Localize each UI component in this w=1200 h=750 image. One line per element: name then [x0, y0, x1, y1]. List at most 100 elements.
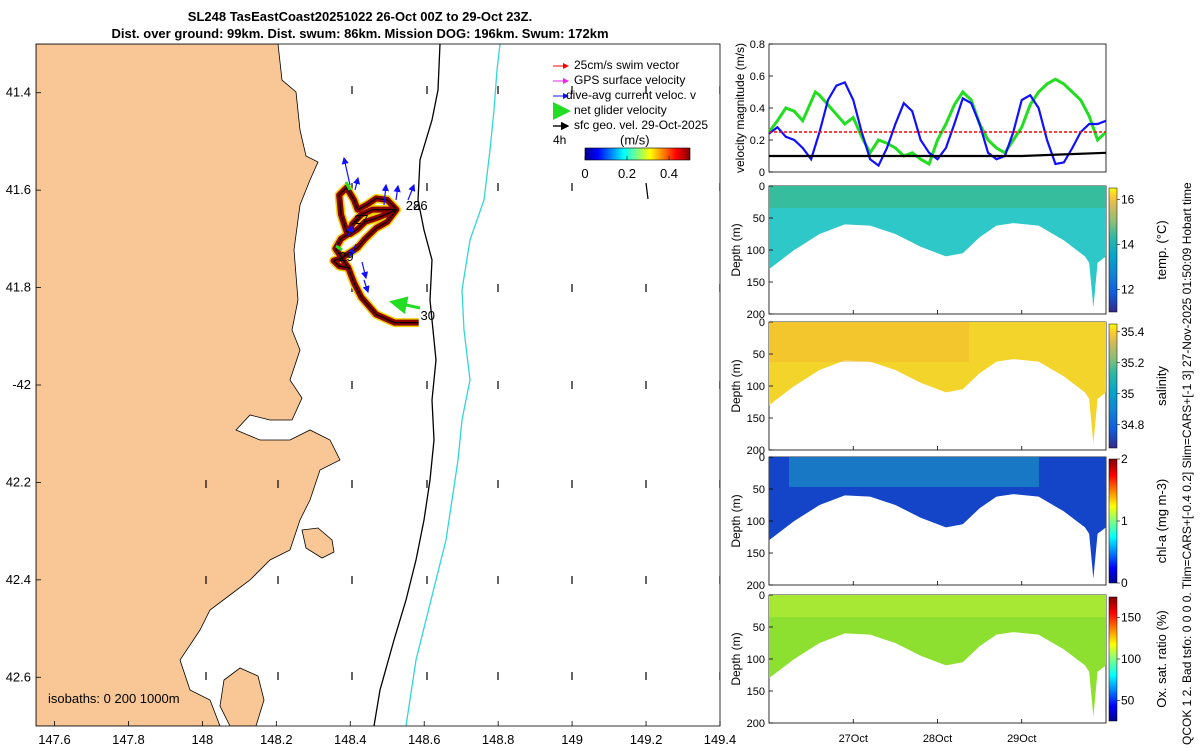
section-x-tick-label: 27Oct	[839, 733, 868, 745]
map-x-tick-label: 147.6	[38, 732, 71, 747]
side-info-label: QCOK 1 2. Bad tsfo: 0 0 0 0. Tlim=CARS+[…	[1180, 182, 1194, 745]
map-y-tick-label: 41.6	[6, 182, 31, 197]
section-colorbar-tick-label: 35.2	[1121, 356, 1145, 370]
day-label: 29	[339, 249, 353, 264]
section-y-tick-label: 50	[753, 349, 765, 361]
section-colorbar-tick-label: 150	[1121, 611, 1141, 625]
section-data-region	[769, 457, 1106, 579]
legend-4h: 4h	[553, 133, 566, 147]
section-colorbar	[1108, 458, 1118, 584]
dive-avg-current-vectors	[335, 156, 421, 314]
oxygen-section: 0 50 100 150 200 Depth (m) 50 100 150 Ox. sat. ra…	[729, 590, 1169, 730]
section-colorbar-tick-label: 0	[1121, 576, 1128, 590]
vel-series-line	[769, 151, 1107, 158]
section-x-tick-label: 29Oct	[1007, 733, 1036, 745]
map-y-tick-label: 42.6	[6, 669, 31, 684]
isobath-legend: isobaths: 0 200 1000m	[48, 691, 180, 706]
section-y-axis-label: Depth (m)	[729, 632, 743, 685]
vel-y-tick-label: 0.2	[750, 135, 765, 147]
section-y-tick-label: 50	[753, 484, 765, 496]
section-y-tick-label: 150	[747, 548, 765, 560]
vel-y-tick-label: 0.4	[750, 103, 765, 115]
section-y-tick-label: 50	[753, 213, 765, 225]
colorbar-tick-label: 0.2	[618, 166, 636, 181]
high-salinity-layer	[769, 322, 969, 362]
section-colorbar-label: chl-a (mg m-3)	[1154, 479, 1169, 564]
section-x-tick-label: 28Oct	[923, 733, 952, 745]
section-colorbar-tick-label: 16	[1121, 192, 1135, 206]
map-x-tick-label: 148.8	[482, 732, 515, 747]
glider-track	[329, 183, 419, 328]
legend-swim-vector: 25cm/s swim vector	[574, 58, 679, 72]
legend-gps-velocity: GPS surface velocity	[574, 73, 685, 87]
map-x-tick-label: 148.6	[408, 732, 441, 747]
day-label: 28	[406, 198, 420, 213]
section-colorbar-tick-label: 35	[1121, 387, 1135, 401]
section-y-tick-label: 0	[759, 317, 765, 329]
map-axes: 147.6 147.8 148 148.2 148.4 148.6 148.8 149 149.…	[6, 85, 737, 747]
vel-series-line	[767, 77, 1108, 167]
section-colorbar-tick-label: 34.8	[1121, 418, 1145, 432]
island-shape	[219, 667, 265, 726]
figure-subtitle: Dist. over ground: 99km. Dist. swum: 86k…	[111, 26, 609, 41]
map-y-tick-label: 42.4	[6, 572, 31, 587]
section-y-tick-label: 0	[759, 452, 765, 464]
temperature-section: 0 50 100 150 200 Depth (m) 12 14 16 temp. (°C)	[729, 181, 1169, 321]
section-colorbar	[1108, 596, 1118, 722]
colorbar-tick-label: 0	[581, 166, 588, 181]
section-y-tick-label: 100	[747, 654, 765, 666]
section-y-tick-label: 0	[759, 590, 765, 602]
chlorophyll-section: 0 50 100 150 200 Depth (m) 0 1 2 chl-a (mg m-3)	[729, 452, 1169, 592]
section-colorbar-tick-label: 50	[1121, 693, 1135, 707]
map-x-tick-label: 149	[561, 732, 583, 747]
side-info-text: QCOK 1 2. Bad tsfo: 0 0 0 0. Tlim=CARS+[…	[1180, 182, 1194, 745]
section-y-tick-label: 200	[747, 445, 765, 457]
vel-y-tick-label: 0	[759, 167, 765, 179]
map-legend: 25cm/s swim vector GPS surface velocity …	[553, 58, 708, 181]
oxygen-surface-layer	[769, 595, 1106, 617]
day-label: 26	[413, 198, 427, 213]
section-y-tick-label: 150	[747, 686, 765, 698]
geo-vector	[645, 182, 649, 200]
land-mass	[36, 44, 341, 726]
vel-y-tick-label: 0.6	[750, 71, 765, 83]
vel-y-tick-label: 0.8	[750, 39, 765, 51]
legend-net-glider: net glider velocity	[574, 103, 667, 117]
section-y-tick-label: 200	[747, 718, 765, 730]
colorbar-units: (m/s)	[620, 132, 650, 147]
map-x-tick-label: 147.8	[112, 732, 145, 747]
section-y-tick-label: 0	[759, 181, 765, 193]
section-colorbar-tick-label: 12	[1121, 282, 1135, 296]
section-y-tick-label: 100	[747, 245, 765, 257]
speed-colorbar	[584, 147, 691, 161]
isobath-1000	[405, 44, 501, 726]
section-y-axis-label: Depth (m)	[729, 494, 743, 547]
legend-sfc-geo: sfc geo. vel. 29-Oct-2025	[574, 118, 708, 132]
section-y-tick-label: 50	[753, 622, 765, 634]
section-y-tick-label: 200	[747, 580, 765, 592]
section-colorbar	[1108, 187, 1118, 313]
track-center	[333, 187, 419, 324]
section-y-axis-label: Depth (m)	[729, 223, 743, 276]
vel-y-axis-label: velocity magnitude (m/s)	[733, 43, 747, 173]
map-x-tick-label: 149.2	[630, 732, 663, 747]
map-x-tick-label: 148.4	[334, 732, 367, 747]
section-y-tick-label: 100	[747, 516, 765, 528]
section-y-tick-label: 200	[747, 309, 765, 321]
section-y-tick-label: 150	[747, 277, 765, 289]
island-shape	[301, 527, 335, 559]
map-y-tick-label: 41.4	[6, 85, 31, 100]
map-x-tick-label: 149.4	[704, 732, 737, 747]
map-y-tick-label: -42	[12, 377, 31, 392]
map-y-tick-label: 42.2	[6, 474, 31, 489]
vel-series-line	[768, 81, 1107, 168]
section-colorbar-tick-label: 14	[1121, 237, 1135, 251]
section-colorbar-tick-label: 1	[1121, 514, 1128, 528]
map-y-tick-label: 41.8	[6, 280, 31, 295]
day-label: 27	[354, 212, 368, 227]
warm-surface-layer	[769, 186, 1106, 208]
map-x-tick-label: 148.2	[260, 732, 293, 747]
